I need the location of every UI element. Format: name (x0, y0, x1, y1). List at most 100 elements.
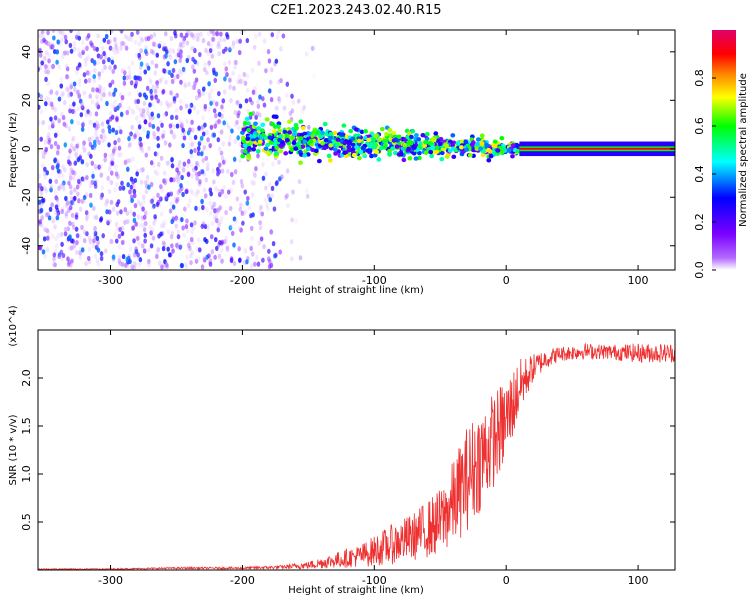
spectrogram-point (214, 113, 218, 119)
spectrogram-point (111, 150, 116, 156)
spectrogram-point (414, 132, 419, 138)
spectrogram-point (78, 254, 83, 260)
spectrogram-point (138, 107, 143, 113)
spectrogram-point (39, 207, 44, 214)
spectrogram-point (92, 214, 97, 220)
spectrogram-point (202, 66, 207, 73)
spectrogram-point (60, 241, 64, 247)
spectrogram-point (270, 230, 274, 236)
spectrogram-point (161, 88, 166, 94)
spectrogram-point (86, 109, 90, 115)
spectrogram-point (257, 139, 263, 144)
spectrogram-point (94, 214, 99, 221)
spectrogram-point (197, 171, 201, 177)
spectrogram-point (38, 33, 42, 39)
spectrogram-point (119, 111, 124, 117)
spectrogram-point (119, 209, 123, 215)
spectrogram-point (298, 255, 303, 261)
spectrogram-point (179, 43, 184, 50)
spectrogram-point (184, 103, 189, 109)
spectrogram-point (475, 137, 481, 142)
spectrogram-point (69, 91, 74, 97)
spectrogram-point (459, 139, 465, 144)
spectrogram-point (174, 215, 179, 221)
spectrogram-point (80, 105, 85, 111)
spectrogram-point (133, 83, 138, 89)
spectrogram-point (235, 119, 239, 126)
spectrogram-ylabel: Frequency (Hz) (8, 112, 19, 188)
spectrogram-point (82, 229, 87, 235)
spectrogram-point (41, 197, 46, 203)
y-tick-label: 0.5 (20, 513, 33, 531)
spectrogram-point (89, 153, 93, 159)
spectrogram-point (311, 130, 317, 135)
spectrogram-point (137, 120, 142, 126)
spectrogram-point (128, 189, 132, 195)
spectrogram-point (40, 215, 44, 221)
spectrogram-point (217, 222, 221, 228)
spectrogram-point (68, 202, 73, 209)
spectrogram-point (129, 32, 134, 38)
spectrogram-point (271, 129, 277, 134)
spectrogram-point (185, 228, 190, 234)
spectrogram-point (291, 99, 296, 105)
spectrogram-point (220, 190, 225, 196)
spectrogram-point (50, 202, 54, 208)
spectrogram-point (479, 141, 485, 146)
spectrogram-point (428, 149, 434, 155)
spectrogram-point (217, 162, 222, 168)
spectrogram-point (226, 168, 230, 175)
spectrogram-point (258, 94, 262, 100)
spectrogram-point (188, 245, 192, 251)
spectrogram-point (207, 60, 211, 66)
spectrogram-point (209, 100, 213, 106)
spectrogram-point (200, 223, 205, 229)
snr-ylabel: SNR (10 * v/v) (8, 414, 19, 485)
spectrogram-point (99, 217, 103, 223)
spectrogram-point (51, 219, 55, 225)
spectrogram-point (84, 112, 89, 118)
x-tick-label: 100 (628, 574, 649, 587)
spectrogram-point (201, 157, 206, 163)
spectrogram-point (73, 187, 77, 193)
spectrogram-point (49, 116, 53, 122)
spectrogram-point (68, 220, 72, 226)
spectrogram-point (282, 129, 288, 135)
spectrogram-point (193, 59, 197, 65)
spectrogram-point (190, 119, 194, 125)
spectrogram-point (168, 54, 173, 60)
spectrogram-point (68, 205, 73, 211)
spectrogram-point (216, 171, 220, 177)
spectrogram-point (271, 114, 277, 119)
spectrogram-point (90, 160, 95, 166)
spectrogram-point (77, 82, 82, 88)
spectrogram-point (377, 137, 383, 143)
spectrogram-point (64, 213, 69, 219)
spectrogram-point (113, 64, 117, 70)
spectrogram-point (66, 159, 71, 165)
spectrogram-point (136, 214, 141, 220)
spectrogram-point (113, 187, 117, 193)
spectrogram-point (280, 174, 284, 180)
spectrogram-point (65, 200, 70, 206)
spectrogram-point (240, 154, 246, 159)
spectrogram-point (139, 61, 144, 67)
spectrogram-point (257, 60, 261, 66)
spectrogram-point (256, 103, 261, 109)
spectrogram-point (274, 105, 278, 111)
spectrogram-point (69, 48, 74, 54)
spectrogram-point (42, 236, 47, 242)
spectrogram-point (41, 153, 46, 160)
spectrogram-point (136, 98, 141, 104)
spectrogram-point (60, 181, 65, 187)
spectrogram-point (145, 133, 150, 139)
spectrogram-point (127, 136, 131, 142)
spectrogram-point (451, 154, 457, 160)
spectrogram-point (214, 210, 219, 216)
spectrogram-point (188, 135, 193, 141)
spectrogram-point (209, 30, 214, 34)
spectrogram-point (147, 184, 151, 190)
spectrogram-point (166, 192, 171, 198)
spectrogram-point (225, 246, 230, 253)
spectrogram-point (170, 72, 174, 78)
